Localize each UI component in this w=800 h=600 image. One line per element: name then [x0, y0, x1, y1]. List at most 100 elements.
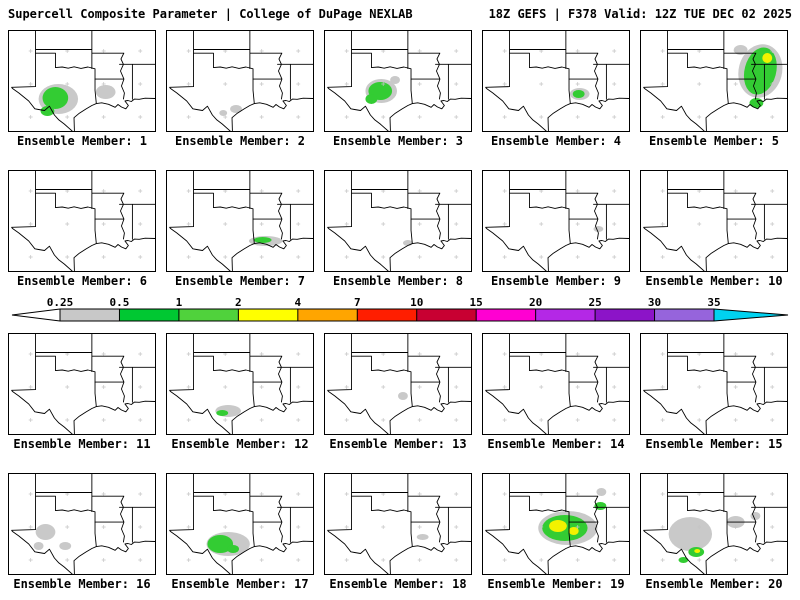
scp-shading-green: [749, 98, 764, 108]
panel-label: Ensemble Member: 16: [13, 577, 151, 591]
scp-shading-gray: [668, 517, 713, 551]
map-frame: [8, 170, 156, 272]
panel-member-7: Ensemble Member: 7: [166, 170, 314, 288]
map-frame: [482, 333, 630, 435]
scp-shading-yellow: [694, 549, 701, 553]
map-frame: [8, 333, 156, 435]
ensemble-map: [169, 474, 313, 574]
panel-label: Ensemble Member: 10: [645, 274, 783, 288]
panel-member-9: Ensemble Member: 9: [482, 170, 630, 288]
panel-label: Ensemble Member: 7: [174, 274, 306, 288]
basemap-lines: [327, 474, 471, 574]
basemap-lines: [169, 171, 313, 271]
panel-label: Ensemble Member: 18: [329, 577, 467, 591]
ensemble-map: [643, 334, 787, 434]
scp-shading-gray: [59, 542, 72, 550]
scp-shading-gray: [593, 226, 604, 232]
scp-shading-green: [572, 90, 585, 98]
panel-member-17: Ensemble Member: 17: [166, 473, 314, 591]
panel-label: Ensemble Member: 19: [487, 577, 625, 591]
colorbar-tick-label: 1: [176, 296, 183, 309]
scp-shading-gray: [596, 488, 607, 496]
basemap-lines: [643, 334, 787, 434]
basemap-lines: [11, 171, 155, 271]
panel-member-12: Ensemble Member: 12: [166, 333, 314, 451]
panel-member-5: Ensemble Member: 5: [640, 30, 788, 148]
scp-shading-green: [216, 410, 229, 416]
scp-shading-green: [678, 557, 689, 563]
panel-member-2: Ensemble Member: 2: [166, 30, 314, 148]
ensemble-map: [169, 31, 313, 131]
colorbar: 0.25 0.5 1 2 4 7 10 15 20 25 30 35: [0, 294, 800, 326]
map-frame: [166, 473, 314, 575]
panel-label: Ensemble Member: 6: [16, 274, 148, 288]
map-frame: [166, 170, 314, 272]
map-frame: [8, 473, 156, 575]
basemap-lines: [327, 334, 471, 434]
panel-label: Ensemble Member: 20: [645, 577, 783, 591]
basemap-lines: [11, 334, 155, 434]
colorbar-scale: 0.25 0.5 1 2 4 7 10 15 20 25 30 35: [11, 296, 789, 322]
panel-label: Ensemble Member: 9: [490, 274, 622, 288]
panel-label: Ensemble Member: 5: [648, 134, 780, 148]
ensemble-map: [11, 334, 155, 434]
ensemble-map: [485, 171, 629, 271]
ensemble-map: [327, 334, 471, 434]
basemap-lines: [327, 171, 471, 271]
scp-shading-green: [594, 502, 607, 510]
panel-label: Ensemble Member: 3: [332, 134, 464, 148]
ensemble-map: [11, 171, 155, 271]
panel-row: Ensemble Member: 6 Ensemble Member: 7 Ense…: [0, 170, 800, 288]
scp-shading-green: [42, 87, 69, 109]
map-frame: [640, 170, 788, 272]
map-frame: [640, 473, 788, 575]
basemap-lines: [169, 31, 313, 131]
scp-shading-gray: [230, 105, 242, 113]
panel-member-18: Ensemble Member: 18: [324, 473, 472, 591]
map-frame: [640, 333, 788, 435]
colorbar-tick-label: 10: [410, 296, 423, 309]
colorbar-tick-label: 2: [235, 296, 242, 309]
map-frame: [324, 473, 472, 575]
panel-label: Ensemble Member: 2: [174, 134, 306, 148]
scp-shading-yellow: [549, 520, 567, 532]
map-frame: [8, 30, 156, 132]
ensemble-map: [643, 474, 787, 574]
panel-member-8: Ensemble Member: 8: [324, 170, 472, 288]
colorbar-tick-label: 35: [707, 296, 720, 309]
panel-row: Ensemble Member: 11 Ensemble Member: 12 En…: [0, 333, 800, 451]
ensemble-map: [169, 334, 313, 434]
basemap-lines: [169, 334, 313, 434]
map-frame: [640, 30, 788, 132]
ensemble-map: [485, 474, 629, 574]
basemap-lines: [485, 171, 629, 271]
ensemble-map: [327, 31, 471, 131]
panel-member-10: Ensemble Member: 10: [640, 170, 788, 288]
scp-shading-green: [253, 237, 272, 243]
panel-member-19: Ensemble Member: 19: [482, 473, 630, 591]
panel-row: Ensemble Member: 1 Ensemble Member: 2 Ense…: [0, 30, 800, 148]
panel-member-6: Ensemble Member: 6: [8, 170, 156, 288]
scp-shading-gray: [733, 45, 748, 55]
panel-member-1: Ensemble Member: 1: [8, 30, 156, 148]
map-frame: [482, 30, 630, 132]
scp-shading-yellow: [762, 53, 773, 63]
colorbar-tick-label: 20: [529, 296, 542, 309]
panel-label: Ensemble Member: 11: [13, 437, 151, 451]
panel-label: Ensemble Member: 15: [645, 437, 783, 451]
scp-shading-gray: [95, 85, 116, 99]
panel-label: Ensemble Member: 14: [487, 437, 625, 451]
basemap-lines: [485, 334, 629, 434]
scp-shading-yellow: [568, 527, 579, 535]
map-frame: [324, 333, 472, 435]
scp-shading-green: [227, 545, 240, 553]
panel-label: Ensemble Member: 17: [171, 577, 309, 591]
scp-shading-green: [207, 535, 234, 553]
map-frame: [324, 30, 472, 132]
panel-member-16: Ensemble Member: 16: [8, 473, 156, 591]
ensemble-map: [11, 31, 155, 131]
page-title: Supercell Composite Parameter | College …: [8, 7, 413, 21]
panel-label: Ensemble Member: 13: [329, 437, 467, 451]
basemap-lines: [643, 474, 787, 574]
